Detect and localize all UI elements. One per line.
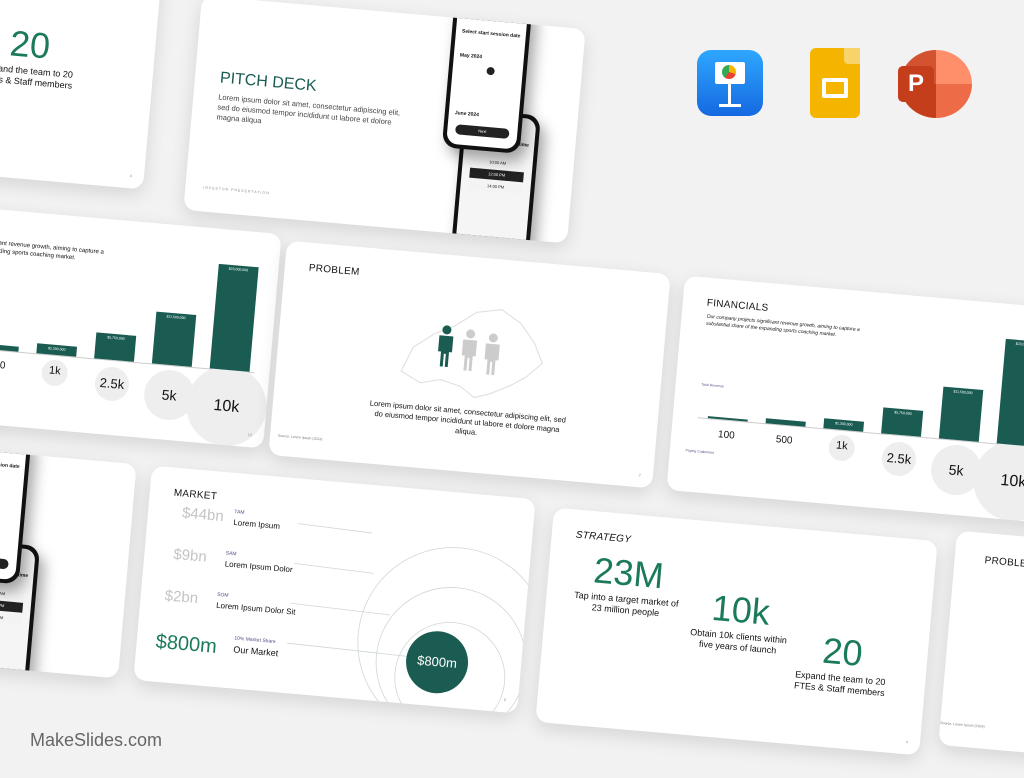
slide-financials-partial[interactable]: Our company projects significant revenue… bbox=[0, 200, 282, 449]
problem-source: Source: Lorem Ipsum (2024) bbox=[277, 433, 323, 442]
page-number: 2 bbox=[638, 472, 642, 478]
problem-title: PROBLEM bbox=[308, 262, 361, 279]
revenue-bar: $11,500,000 bbox=[938, 386, 984, 442]
phone-month: May 2024 bbox=[459, 52, 483, 61]
page-number: 4 bbox=[129, 173, 133, 179]
phone-mockup-date: Select start session date May 2024 June … bbox=[441, 0, 533, 154]
phone-date-title: Select start session date bbox=[0, 459, 20, 470]
problem-source: Source: Lorem Ipsum (2024) bbox=[940, 720, 985, 729]
person-icon-highlighted bbox=[438, 325, 454, 368]
person-icon bbox=[484, 333, 500, 376]
customer-count-label: 10k bbox=[212, 396, 240, 417]
customer-count-label: 500 bbox=[775, 434, 793, 447]
phone-month: June 2024 bbox=[454, 110, 480, 119]
next-button[interactable]: Next bbox=[0, 554, 9, 570]
customer-count-label: 5k bbox=[161, 386, 178, 404]
market-value: $44bn bbox=[181, 504, 225, 526]
market-value: $2bn bbox=[164, 587, 199, 608]
paying-customers-label: Paying Customers bbox=[685, 448, 715, 455]
bar-value-label: $23,000,000 bbox=[228, 266, 249, 273]
revenue-bar: $11,500,000 bbox=[151, 311, 197, 367]
market-label: Lorem Ipsum bbox=[233, 517, 281, 531]
bar-value-label: $2,300,000 bbox=[834, 420, 853, 427]
person-icon bbox=[461, 329, 478, 372]
pitch-title: PITCH DECK bbox=[219, 69, 318, 95]
revenue-bar: $23,000,000 bbox=[996, 338, 1024, 447]
region-map-outline bbox=[400, 309, 543, 399]
page-number: 6 bbox=[503, 697, 507, 703]
stat-staff: 10k Obtain 10k clients within five years… bbox=[0, 19, 87, 92]
pitch-body: Lorem ipsum dolor sit amet, consectetur … bbox=[216, 92, 401, 127]
bar-value-label: $11,500,000 bbox=[166, 313, 186, 320]
market-title: MARKET bbox=[173, 487, 218, 503]
powerpoint-icon: P bbox=[898, 50, 972, 118]
customer-count-label: 1k bbox=[835, 439, 849, 453]
bar-value-label: $23,000,000 bbox=[1015, 341, 1024, 348]
time-slot[interactable]: 14:00 PM bbox=[468, 179, 523, 195]
brand-watermark: MakeSlides.com bbox=[30, 730, 163, 750]
page-number: 10 bbox=[247, 431, 253, 438]
market-label: Lorem Ipsum Dolor Sit bbox=[215, 600, 296, 617]
market-tag: SOM bbox=[216, 591, 229, 599]
pitch-footer: INVESTOR PRESENTATION bbox=[203, 185, 270, 196]
slide-strategy-partial[interactable]: 10k Obtain 10k clients within five years… bbox=[0, 0, 162, 190]
market-tag: SAM bbox=[225, 550, 237, 558]
calendar-selected-day bbox=[486, 66, 495, 76]
bar-value-label: $5,750,000 bbox=[107, 335, 125, 341]
next-button[interactable]: Next bbox=[454, 124, 510, 139]
strategy-title: STRATEGY bbox=[575, 529, 632, 546]
stat-staff: 20 Expand the team to 20 FTEs & Staff me… bbox=[789, 627, 894, 699]
market-label: Our Market bbox=[232, 644, 279, 659]
market-label: Lorem Ipsum Dolor bbox=[224, 559, 293, 575]
revenue-bar: $5,750,000 bbox=[94, 332, 137, 362]
google-slides-icon bbox=[810, 48, 860, 118]
slide-problem-partial[interactable]: PROBLEM Source: Lorem Ipsum (2024) bbox=[938, 530, 1024, 778]
problem-title: PROBLEM bbox=[984, 555, 1024, 571]
market-value: $800m bbox=[154, 630, 218, 658]
revenue-bar: $5,750,000 bbox=[881, 407, 924, 437]
keynote-icon bbox=[697, 50, 763, 116]
market-value: $9bn bbox=[172, 545, 208, 566]
stat-market: 23M Tap into a target market of 23 milli… bbox=[570, 548, 685, 621]
stat-value: 20 bbox=[8, 22, 52, 67]
page-number: 4 bbox=[905, 739, 909, 745]
slide-strategy[interactable]: STRATEGY 23M Tap into a target market of… bbox=[535, 507, 938, 756]
bar-value-label: $5,750,000 bbox=[894, 410, 912, 416]
slide-financials[interactable]: FINANCIALS Our company projects signific… bbox=[666, 275, 1024, 524]
slide-app-mockup-partial[interactable]: Select start session date Next Select st… bbox=[0, 430, 137, 679]
slide-market[interactable]: MARKET $800m $44bn TAM Lorem Ipsum $9bn … bbox=[133, 465, 536, 714]
market-tag: TAM bbox=[234, 508, 245, 516]
time-slot[interactable]: 10:00 AM bbox=[0, 586, 25, 601]
phone-date-title: Select start session date bbox=[461, 28, 521, 40]
customer-count-label: 100 bbox=[717, 429, 736, 442]
revenue-chart: 100500$2,300,0001k$5,750,0002.5k$11,500,… bbox=[0, 233, 270, 449]
customer-count-label: 10k bbox=[999, 471, 1024, 492]
slide-pitch-deck[interactable]: PITCH DECK Lorem ipsum dolor sit amet, c… bbox=[183, 0, 586, 244]
customer-count-label: 5k bbox=[948, 461, 965, 479]
customer-count-label: 1k bbox=[48, 364, 62, 378]
market-tag: 10% Market Share bbox=[234, 635, 276, 646]
customer-count-label: 500 bbox=[0, 359, 6, 372]
revenue-bar bbox=[0, 342, 19, 352]
stat-clients: 10k Obtain 10k clients within five years… bbox=[682, 585, 797, 658]
slide-problem[interactable]: PROBLEM Lorem ipsum dolor sit amet, cons… bbox=[268, 240, 671, 489]
bar-value-label: $11,500,000 bbox=[953, 388, 973, 395]
revenue-bar: $23,000,000 bbox=[209, 263, 259, 372]
bar-value-label: $2,300,000 bbox=[47, 345, 66, 352]
